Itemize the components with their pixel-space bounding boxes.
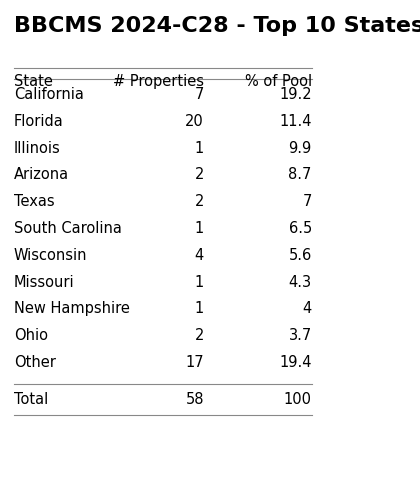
Text: South Carolina: South Carolina: [14, 221, 121, 236]
Text: 4: 4: [195, 248, 204, 263]
Text: 1: 1: [195, 141, 204, 155]
Text: 7: 7: [302, 194, 312, 209]
Text: State: State: [14, 74, 52, 89]
Text: 9.9: 9.9: [289, 141, 312, 155]
Text: Missouri: Missouri: [14, 275, 74, 290]
Text: Wisconsin: Wisconsin: [14, 248, 87, 263]
Text: 4.3: 4.3: [289, 275, 312, 290]
Text: 19.4: 19.4: [279, 355, 312, 370]
Text: 3.7: 3.7: [289, 328, 312, 343]
Text: 8.7: 8.7: [289, 168, 312, 183]
Text: 7: 7: [194, 87, 204, 102]
Text: 2: 2: [194, 328, 204, 343]
Text: 11.4: 11.4: [279, 114, 312, 129]
Text: 2: 2: [194, 194, 204, 209]
Text: New Hampshire: New Hampshire: [14, 301, 129, 317]
Text: Ohio: Ohio: [14, 328, 48, 343]
Text: Texas: Texas: [14, 194, 54, 209]
Text: Illinois: Illinois: [14, 141, 60, 155]
Text: Arizona: Arizona: [14, 168, 69, 183]
Text: California: California: [14, 87, 84, 102]
Text: 20: 20: [185, 114, 204, 129]
Text: 100: 100: [284, 393, 312, 407]
Text: 6.5: 6.5: [289, 221, 312, 236]
Text: 1: 1: [195, 275, 204, 290]
Text: % of Pool: % of Pool: [245, 74, 312, 89]
Text: 5.6: 5.6: [289, 248, 312, 263]
Text: Total: Total: [14, 393, 48, 407]
Text: Florida: Florida: [14, 114, 63, 129]
Text: 1: 1: [195, 221, 204, 236]
Text: Other: Other: [14, 355, 55, 370]
Text: 2: 2: [194, 168, 204, 183]
Text: 17: 17: [185, 355, 204, 370]
Text: # Properties: # Properties: [113, 74, 204, 89]
Text: 58: 58: [186, 393, 204, 407]
Text: 4: 4: [302, 301, 312, 317]
Text: 1: 1: [195, 301, 204, 317]
Text: 19.2: 19.2: [279, 87, 312, 102]
Text: BBCMS 2024-C28 - Top 10 States: BBCMS 2024-C28 - Top 10 States: [14, 16, 420, 36]
